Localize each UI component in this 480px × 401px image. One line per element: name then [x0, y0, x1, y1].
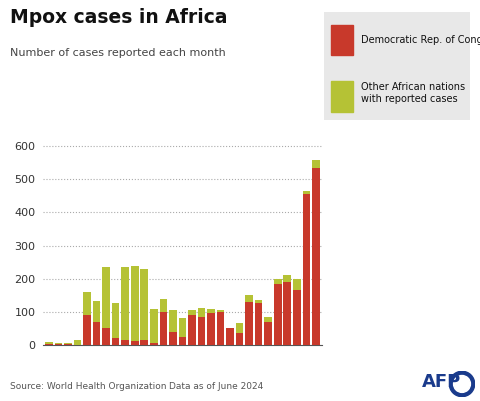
Bar [255, 300, 263, 304]
Circle shape [454, 375, 470, 393]
Bar [293, 290, 300, 345]
Bar [169, 310, 177, 332]
Bar [150, 309, 157, 343]
Text: Number of cases reported each month: Number of cases reported each month [10, 48, 225, 58]
Bar [179, 318, 186, 336]
Bar [93, 301, 100, 322]
Bar [274, 284, 282, 345]
Bar [312, 168, 320, 345]
Bar [302, 191, 310, 194]
Bar [226, 328, 234, 345]
Bar [217, 312, 224, 345]
Bar [236, 323, 243, 333]
Bar [112, 338, 120, 345]
Bar [150, 343, 157, 345]
Text: Other African nations
with reported cases: Other African nations with reported case… [360, 82, 465, 104]
Bar [55, 344, 62, 345]
Bar [112, 304, 120, 338]
Bar [264, 322, 272, 345]
Bar [302, 194, 310, 345]
Bar [102, 328, 110, 345]
Text: Data as of June 2024: Data as of June 2024 [169, 382, 263, 391]
FancyBboxPatch shape [331, 25, 353, 55]
Bar [245, 302, 253, 345]
Bar [141, 269, 148, 340]
Bar [255, 304, 263, 345]
Bar [198, 317, 205, 345]
Bar [64, 342, 72, 344]
Bar [169, 332, 177, 345]
Bar [264, 317, 272, 322]
Bar [188, 315, 196, 345]
Text: Source: World Health Organization: Source: World Health Organization [10, 382, 166, 391]
Bar [83, 315, 91, 345]
Bar [131, 340, 139, 345]
Bar [55, 342, 62, 344]
Bar [83, 292, 91, 315]
Text: AFP: AFP [422, 373, 462, 391]
Bar [284, 282, 291, 345]
Bar [179, 336, 186, 345]
Bar [159, 298, 167, 312]
FancyBboxPatch shape [331, 81, 353, 111]
Bar [207, 309, 215, 314]
Bar [284, 275, 291, 282]
Bar [121, 267, 129, 340]
Bar [159, 312, 167, 345]
Bar [217, 310, 224, 312]
Bar [141, 340, 148, 345]
Bar [188, 310, 196, 315]
Bar [198, 308, 205, 317]
Bar [236, 333, 243, 345]
Bar [207, 314, 215, 345]
Bar [274, 279, 282, 284]
Bar [102, 267, 110, 328]
Bar [245, 295, 253, 302]
Text: Democratic Rep. of Congo: Democratic Rep. of Congo [360, 35, 480, 45]
Bar [45, 344, 53, 345]
Bar [121, 340, 129, 345]
Circle shape [449, 371, 475, 397]
Bar [64, 344, 72, 345]
Text: Mpox cases in Africa: Mpox cases in Africa [10, 8, 227, 27]
Bar [131, 266, 139, 340]
Bar [312, 160, 320, 168]
Bar [293, 279, 300, 290]
Bar [74, 340, 81, 344]
Bar [45, 342, 53, 344]
Bar [93, 322, 100, 345]
